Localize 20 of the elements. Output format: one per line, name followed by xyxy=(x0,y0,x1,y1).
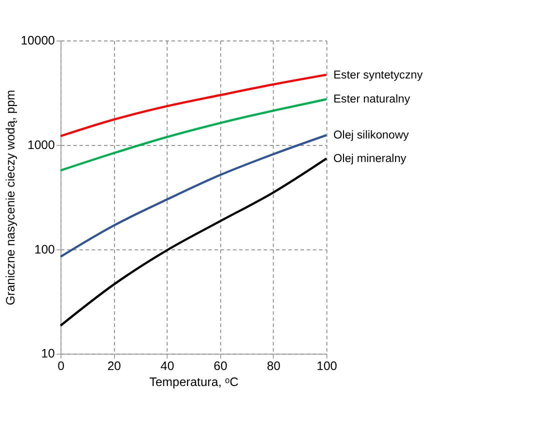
x-tick-label: 80 xyxy=(266,359,281,374)
x-tick-label: 100 xyxy=(316,359,338,374)
x-tick-label: 40 xyxy=(160,359,174,374)
x-tick-label: 0 xyxy=(58,359,65,374)
series-label: Ester naturalny xyxy=(333,94,410,106)
line-series xyxy=(59,158,328,327)
y-tick-label: 10 xyxy=(41,346,56,361)
y-tick-label: 100 xyxy=(34,242,56,256)
x-tick-label: 20 xyxy=(107,359,122,374)
line-series xyxy=(59,98,328,172)
y-tick-label: 1000 xyxy=(28,138,56,152)
series-label: Olej silikonowy xyxy=(333,130,410,142)
y-tick-label: 10000 xyxy=(20,33,56,48)
x-axis-title: Temperatura, ᵒC xyxy=(149,374,239,389)
series-label: Olej mineralny xyxy=(333,153,407,166)
x-tick-label: 60 xyxy=(214,359,228,374)
line-series xyxy=(59,74,328,138)
line-series xyxy=(59,134,328,258)
series-label: Ester syntetyczny xyxy=(333,69,423,82)
y-axis-title: Graniczne nasycenie cieczy wodą, ppm xyxy=(4,90,18,306)
